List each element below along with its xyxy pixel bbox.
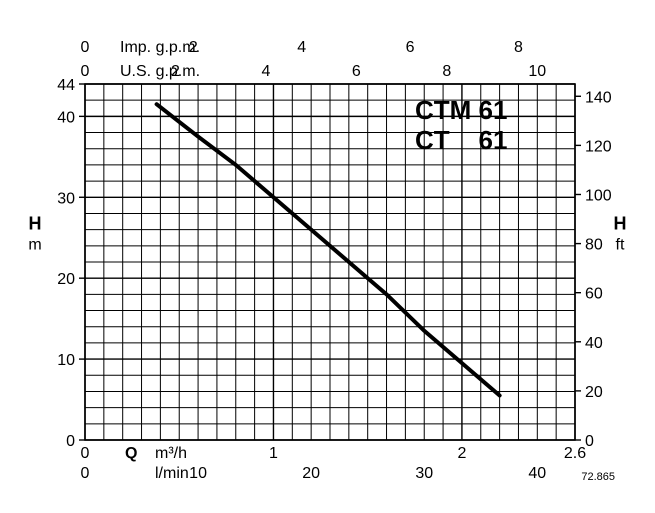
- tick-top2-label: 0: [81, 63, 90, 80]
- tick-bottom2-label: 10: [189, 465, 207, 482]
- tick-top2-label: 10: [528, 63, 546, 80]
- pump-chart: { "chart": { "type": "line", "width": 65…: [0, 0, 655, 513]
- tick-left-label: 44: [57, 77, 75, 94]
- axis-unit-m3h: m³/h: [155, 445, 187, 462]
- tick-left-label: 0: [66, 433, 75, 450]
- axis-imp-label: Imp. g.p.m.: [120, 39, 200, 56]
- axis-q-label: Q: [125, 445, 137, 462]
- right-axis-H: H: [614, 214, 627, 234]
- tick-right-label: 40: [585, 335, 603, 352]
- tick-left-label: 20: [57, 271, 75, 288]
- left-axis-H: H: [29, 214, 42, 234]
- tick-bottom1-label: 0: [81, 445, 90, 462]
- tick-right-label: 120: [585, 138, 612, 155]
- axis-us-label: U.S. g.p.m.: [120, 63, 200, 80]
- tick-top1-label: 4: [297, 39, 306, 56]
- tick-bottom1-label: 2: [457, 445, 466, 462]
- tick-right-label: 140: [585, 89, 612, 106]
- tick-right-label: 0: [585, 433, 594, 450]
- small-ref: 72.865: [581, 471, 615, 483]
- tick-right-label: 100: [585, 187, 612, 204]
- tick-left-label: 10: [57, 352, 75, 369]
- tick-bottom2-label: 40: [528, 465, 546, 482]
- tick-top2-label: 4: [261, 63, 270, 80]
- tick-top1-label: 0: [81, 39, 90, 56]
- chart-title-line: CTM 61: [415, 95, 507, 125]
- chart-title-line: CT 61: [415, 125, 507, 155]
- tick-bottom1-label: 1: [269, 445, 278, 462]
- tick-top1-label: 8: [514, 39, 523, 56]
- tick-top2-label: 8: [442, 63, 451, 80]
- tick-bottom2-label: 20: [302, 465, 320, 482]
- left-axis-m: m: [28, 237, 41, 254]
- tick-top2-label: 6: [352, 63, 361, 80]
- tick-bottom1-label: 2.6: [564, 445, 586, 462]
- tick-bottom2-label: 0: [81, 465, 90, 482]
- tick-left-label: 40: [57, 109, 75, 126]
- tick-left-label: 30: [57, 190, 75, 207]
- axis-unit-lmin: l/min: [155, 465, 189, 482]
- tick-right-label: 60: [585, 286, 603, 303]
- right-axis-ft: ft: [616, 237, 625, 254]
- tick-bottom2-label: 30: [415, 465, 433, 482]
- tick-top1-label: 6: [406, 39, 415, 56]
- chart-svg: 010203040440204060801001201400122.6Qm³/h…: [0, 0, 655, 513]
- tick-right-label: 20: [585, 384, 603, 401]
- tick-right-label: 80: [585, 237, 603, 254]
